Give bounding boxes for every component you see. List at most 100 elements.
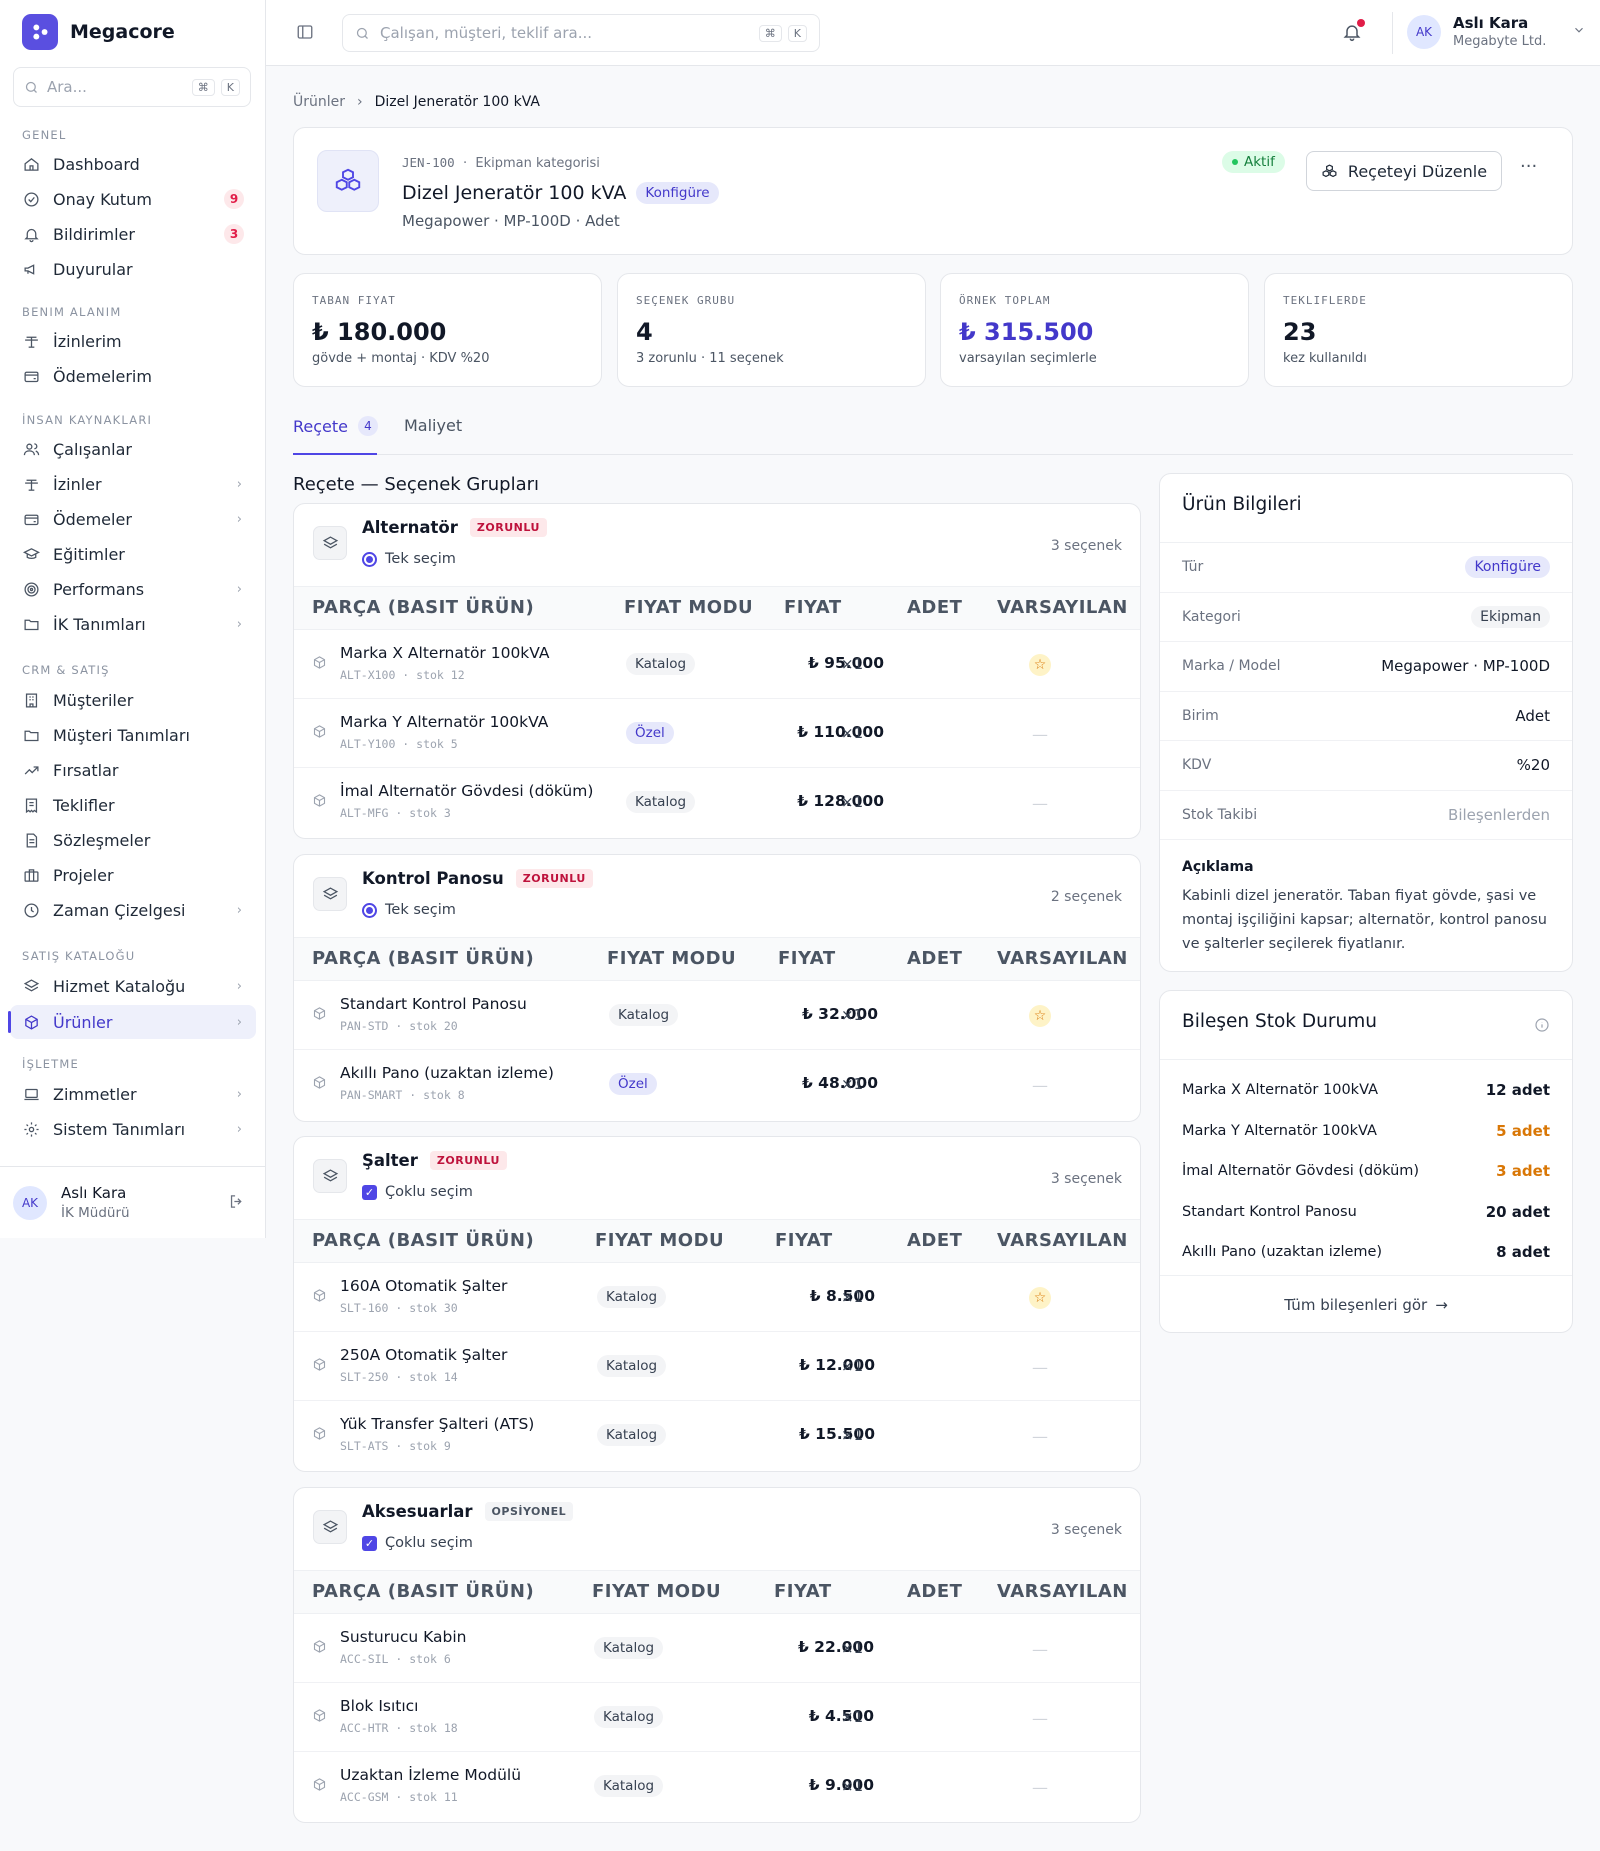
layers-icon xyxy=(313,1510,347,1544)
logout-icon[interactable] xyxy=(228,1193,245,1214)
tab-count-badge: 4 xyxy=(358,416,378,436)
bell-icon xyxy=(22,225,40,243)
group-title: Aksesuarlar OPSİYONEL xyxy=(362,1502,574,1521)
notifications-bell-icon[interactable] xyxy=(1342,19,1365,46)
sidebar-item-izinler[interactable]: İzinler › xyxy=(10,467,256,501)
info-value: Megapower · MP-100D xyxy=(1381,657,1550,676)
sidebar-item-odemelerim[interactable]: Ödemelerim xyxy=(10,359,256,393)
building-icon xyxy=(22,691,40,709)
avatar: AK xyxy=(1407,14,1441,49)
sidebar-item-odemeler[interactable]: Ödemeler › xyxy=(10,502,256,536)
sidebar-item-zaman-cizelgesi[interactable]: Zaman Çizelgesi › xyxy=(10,893,256,927)
table-row[interactable]: Susturucu Kabin ACC-SIL · stok 6 Katalog ₺ … xyxy=(294,1614,1140,1683)
sidebar-item-izinlerim[interactable]: İzinlerim xyxy=(10,324,256,358)
no-default-dash: — xyxy=(1032,793,1048,813)
sidebar-item-calisanlar[interactable]: Çalışanlar xyxy=(10,432,256,466)
sidebar-item-sistem-tanimlari[interactable]: Sistem Tanımları › xyxy=(10,1112,256,1146)
col-header-price: FIYAT xyxy=(774,1581,832,1602)
part-price: ₺ 48.000 xyxy=(802,1074,878,1092)
part-code: SLT-160 · stok 30 xyxy=(340,1301,458,1315)
sidebar-item-projeler[interactable]: Projeler xyxy=(10,858,256,892)
count-badge: 3 xyxy=(224,224,244,244)
table-row[interactable]: Marka Y Alternatör 100kVA ALT-Y100 · stok… xyxy=(294,699,1140,768)
brand[interactable]: Megacore xyxy=(22,14,175,50)
default-star-icon[interactable]: ☆ xyxy=(1029,654,1051,676)
sidebar-item-dashboard[interactable]: Dashboard xyxy=(10,147,256,181)
sidebar-item-zimmetler[interactable]: Zimmetler › xyxy=(10,1077,256,1111)
sidebar-item-urunler[interactable]: Ürünler › xyxy=(8,1005,256,1039)
sidebar-item-teklifler[interactable]: Teklifler xyxy=(10,788,256,822)
option-count: 3 seçenek xyxy=(1050,1171,1122,1187)
part-code: SLT-250 · stok 14 xyxy=(340,1370,458,1384)
breadcrumb-parent-link[interactable]: Ürünler xyxy=(293,94,346,110)
info-icon[interactable] xyxy=(1534,1017,1550,1037)
info-row-brand-model: Marka / Model Megapower · MP-100D xyxy=(1160,642,1572,692)
sidebar-item-musteri-tanimlari[interactable]: Müşteri Tanımları xyxy=(10,718,256,752)
chevron-right-icon: › xyxy=(236,581,242,597)
table-row[interactable]: Akıllı Pano (uzaktan izleme) PAN-SMART · … xyxy=(294,1050,1140,1119)
tab-recete[interactable]: Reçete 4 xyxy=(293,416,378,455)
sidebar-item-label: Çalışanlar xyxy=(53,439,132,459)
sidebar-item-egitimler[interactable]: Eğitimler xyxy=(10,537,256,571)
nav-section-genel: GENEL xyxy=(22,128,67,142)
sidebar-toggle-icon[interactable] xyxy=(296,23,314,45)
table-row[interactable]: Uzaktan İzleme Modülü ACC-GSM · stok 11 Ka… xyxy=(294,1752,1140,1821)
sidebar-item-label: Müşteriler xyxy=(53,690,134,710)
price-mode-badge: Katalog xyxy=(626,791,696,813)
description-text: Kabinli dizel jeneratör. Taban fiyat göv… xyxy=(1182,888,1547,952)
sidebar-item-label: Müşteri Tanımları xyxy=(53,725,190,745)
sidebar-item-musteriler[interactable]: Müşteriler xyxy=(10,683,256,717)
info-value: Konfigüre xyxy=(1465,556,1550,579)
radio-selected-icon xyxy=(362,902,377,918)
avatar[interactable]: AK xyxy=(13,1185,47,1220)
box-icon xyxy=(312,655,327,674)
view-all-label: Tüm bileşenleri gör xyxy=(1284,1295,1428,1314)
table-row[interactable]: Marka X Alternatör 100kVA ALT-X100 · stok… xyxy=(294,630,1140,699)
global-search-input[interactable]: Çalışan, müşteri, teklif ara... ⌘ K xyxy=(342,14,820,52)
sidebar-item-onay-kutum[interactable]: Onay Kutum 9 xyxy=(10,182,256,216)
product-header: JEN-100 · Ekipman kategorisi Dizel Jener… xyxy=(293,127,1573,255)
tab-maliyet[interactable]: Maliyet xyxy=(404,416,462,435)
stock-row: Marka X Alternatör 100kVA 12 adet xyxy=(1160,1070,1572,1111)
sidebar-user: AK Aslı Kara İK Müdürü xyxy=(0,1166,265,1238)
sidebar-item-label: Duyurular xyxy=(53,259,133,279)
selection-mode: Tek seçim xyxy=(362,551,456,567)
default-star-icon[interactable]: ☆ xyxy=(1029,1287,1051,1309)
no-default-dash: — xyxy=(1032,1708,1048,1728)
table-row[interactable]: Yük Transfer Şalteri (ATS) SLT-ATS · stok… xyxy=(294,1401,1140,1470)
edit-recipe-button[interactable]: Reçeteyi Düzenle xyxy=(1306,151,1502,191)
part-price: ₺ 8.500 xyxy=(809,1287,875,1305)
default-star-icon[interactable]: ☆ xyxy=(1029,1005,1051,1027)
sidebar-item-ik-tanimlari[interactable]: İK Tanımları › xyxy=(10,607,256,641)
user-company: Megabyte Ltd. xyxy=(1453,34,1547,49)
stock-item-name: Marka Y Alternatör 100kVA xyxy=(1182,1122,1377,1139)
sidebar-item-sozlesmeler[interactable]: Sözleşmeler xyxy=(10,823,256,857)
user-role: İK Müdürü xyxy=(61,1205,130,1221)
table-row[interactable]: 250A Otomatik Şalter SLT-250 · stok 14 Kat… xyxy=(294,1332,1140,1401)
sidebar-item-hizmet-katalogu[interactable]: Hizmet Kataloğu › xyxy=(10,969,256,1003)
sidebar-search-input[interactable]: Ara... ⌘ K xyxy=(13,67,251,107)
tab-label: Maliyet xyxy=(404,416,463,435)
table-row[interactable]: İmal Alternatör Gövdesi (döküm) ALT-MFG ·… xyxy=(294,768,1140,837)
part-code: PAN-SMART · stok 8 xyxy=(340,1088,465,1102)
col-header-default: VARSAYILAN xyxy=(997,948,1128,969)
card-title: Ürün Bilgileri xyxy=(1182,494,1302,515)
sidebar-item-duyurular[interactable]: Duyurular xyxy=(10,252,256,286)
table-row[interactable]: 160A Otomatik Şalter SLT-160 · stok 30 Kat… xyxy=(294,1263,1140,1332)
group-name: Şalter xyxy=(362,1151,418,1170)
view-all-components-link[interactable]: Tüm bileşenleri gör → xyxy=(1160,1275,1572,1333)
table-row[interactable]: Blok Isıtıcı ACC-HTR · stok 18 Katalog ₺ 4.… xyxy=(294,1683,1140,1752)
info-key: Kategori xyxy=(1182,608,1241,625)
sidebar-item-firsatlar[interactable]: Fırsatlar xyxy=(10,753,256,787)
sidebar-item-performans[interactable]: Performans › xyxy=(10,572,256,606)
sidebar: Megacore Ara... ⌘ K GENEL Dashboard Onay … xyxy=(0,0,266,1238)
table-row[interactable]: Standart Kontrol Panosu PAN-STD · stok 20… xyxy=(294,981,1140,1050)
megaphone-icon xyxy=(22,260,40,278)
col-header-mode: FIYAT MODU xyxy=(592,1581,722,1602)
part-code: PAN-STD · stok 20 xyxy=(340,1019,458,1033)
more-options-icon[interactable]: ··· xyxy=(1520,156,1538,177)
user-menu[interactable]: AK Aslı Kara Megabyte Ltd. xyxy=(1407,14,1586,49)
box-icon xyxy=(312,1075,327,1094)
default-cell: ☆ xyxy=(1029,1287,1051,1309)
sidebar-item-bildirimler[interactable]: Bildirimler 3 xyxy=(10,217,256,251)
